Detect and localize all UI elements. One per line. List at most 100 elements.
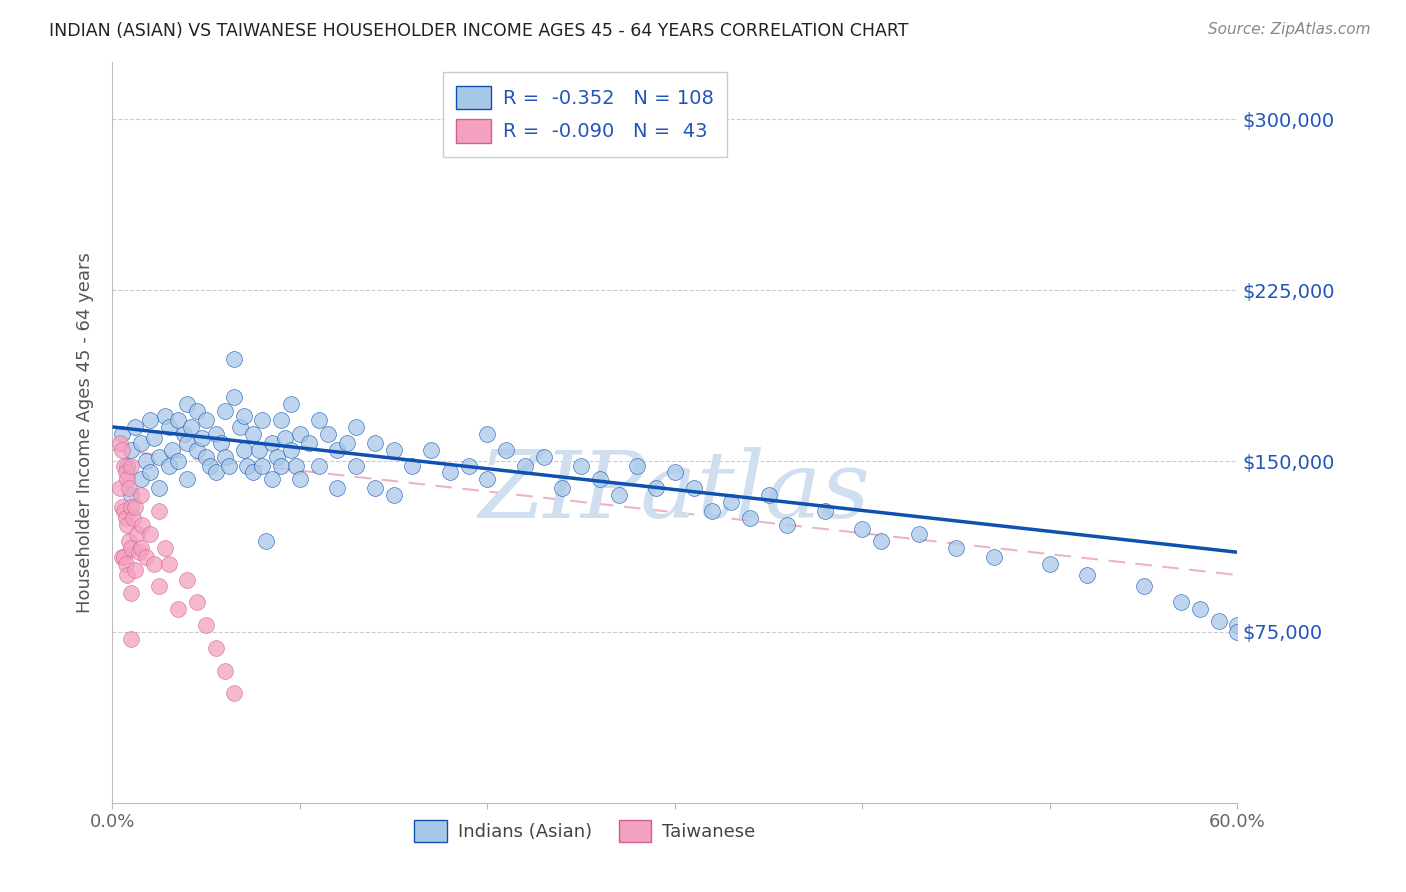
Point xyxy=(457,458,479,473)
Point xyxy=(191,431,214,445)
Point xyxy=(157,557,180,571)
Point xyxy=(439,466,461,480)
Point xyxy=(204,466,226,480)
Point xyxy=(702,504,724,518)
Point xyxy=(232,409,254,423)
Point xyxy=(214,664,236,678)
Point xyxy=(157,458,180,473)
Point xyxy=(148,450,170,464)
Point xyxy=(1039,557,1062,571)
Point xyxy=(114,557,136,571)
Point xyxy=(180,420,202,434)
Point xyxy=(477,472,499,486)
Point xyxy=(195,450,218,464)
Point xyxy=(401,458,423,473)
Point xyxy=(1170,595,1192,609)
Point xyxy=(242,466,264,480)
Point xyxy=(945,541,967,555)
Point xyxy=(167,454,190,468)
Legend: Indians (Asian), Taiwanese: Indians (Asian), Taiwanese xyxy=(408,813,762,849)
Point xyxy=(148,482,170,496)
Point xyxy=(232,442,254,457)
Point xyxy=(108,435,131,450)
Point xyxy=(120,442,142,457)
Point xyxy=(254,533,277,548)
Point xyxy=(186,442,208,457)
Text: ZIPatlas: ZIPatlas xyxy=(479,447,870,537)
Point xyxy=(983,549,1005,564)
Point xyxy=(186,595,208,609)
Point xyxy=(125,527,148,541)
Point xyxy=(270,413,292,427)
Point xyxy=(336,435,359,450)
Point xyxy=(157,420,180,434)
Point xyxy=(111,426,134,441)
Point xyxy=(153,541,176,555)
Point xyxy=(645,482,668,496)
Point xyxy=(162,442,184,457)
Point xyxy=(198,458,221,473)
Point xyxy=(176,472,198,486)
Point xyxy=(308,458,330,473)
Point xyxy=(288,472,311,486)
Point xyxy=(224,351,246,366)
Point xyxy=(738,511,761,525)
Point xyxy=(148,579,170,593)
Point xyxy=(1226,624,1249,639)
Point xyxy=(1226,618,1249,632)
Point xyxy=(176,435,198,450)
Point xyxy=(112,458,135,473)
Point xyxy=(280,397,302,411)
Point xyxy=(1132,579,1154,593)
Point xyxy=(176,573,198,587)
Point xyxy=(120,586,142,600)
Point xyxy=(111,549,134,564)
Point xyxy=(236,458,259,473)
Point xyxy=(108,482,131,496)
Point xyxy=(776,517,799,532)
Point xyxy=(513,458,536,473)
Point xyxy=(117,472,139,486)
Point xyxy=(114,511,136,525)
Point xyxy=(274,431,297,445)
Point xyxy=(224,686,246,700)
Y-axis label: Householder Income Ages 45 - 64 years: Householder Income Ages 45 - 64 years xyxy=(76,252,94,613)
Point xyxy=(607,488,630,502)
Point xyxy=(1076,568,1098,582)
Point xyxy=(118,533,141,548)
Point xyxy=(814,504,837,518)
Point xyxy=(664,466,686,480)
Text: INDIAN (ASIAN) VS TAIWANESE HOUSEHOLDER INCOME AGES 45 - 64 YEARS CORRELATION CH: INDIAN (ASIAN) VS TAIWANESE HOUSEHOLDER … xyxy=(49,22,908,40)
Point xyxy=(135,549,157,564)
Point xyxy=(851,523,873,537)
Point xyxy=(242,426,264,441)
Point xyxy=(247,442,270,457)
Point xyxy=(270,458,292,473)
Point xyxy=(288,426,311,441)
Point xyxy=(122,511,145,525)
Point xyxy=(364,482,387,496)
Point xyxy=(120,541,142,555)
Point xyxy=(114,466,136,480)
Point xyxy=(280,442,302,457)
Point xyxy=(142,431,165,445)
Point xyxy=(129,488,152,502)
Point xyxy=(214,404,236,418)
Point xyxy=(682,482,704,496)
Point xyxy=(218,458,240,473)
Point xyxy=(112,549,135,564)
Point xyxy=(204,426,226,441)
Point xyxy=(382,488,405,502)
Point xyxy=(260,472,283,486)
Point xyxy=(111,500,134,514)
Point xyxy=(176,397,198,411)
Point xyxy=(167,602,190,616)
Point xyxy=(167,413,190,427)
Point xyxy=(129,435,152,450)
Point xyxy=(316,426,339,441)
Point xyxy=(1188,602,1211,616)
Point xyxy=(214,450,236,464)
Point xyxy=(569,458,592,473)
Point xyxy=(111,442,134,457)
Point xyxy=(308,413,330,427)
